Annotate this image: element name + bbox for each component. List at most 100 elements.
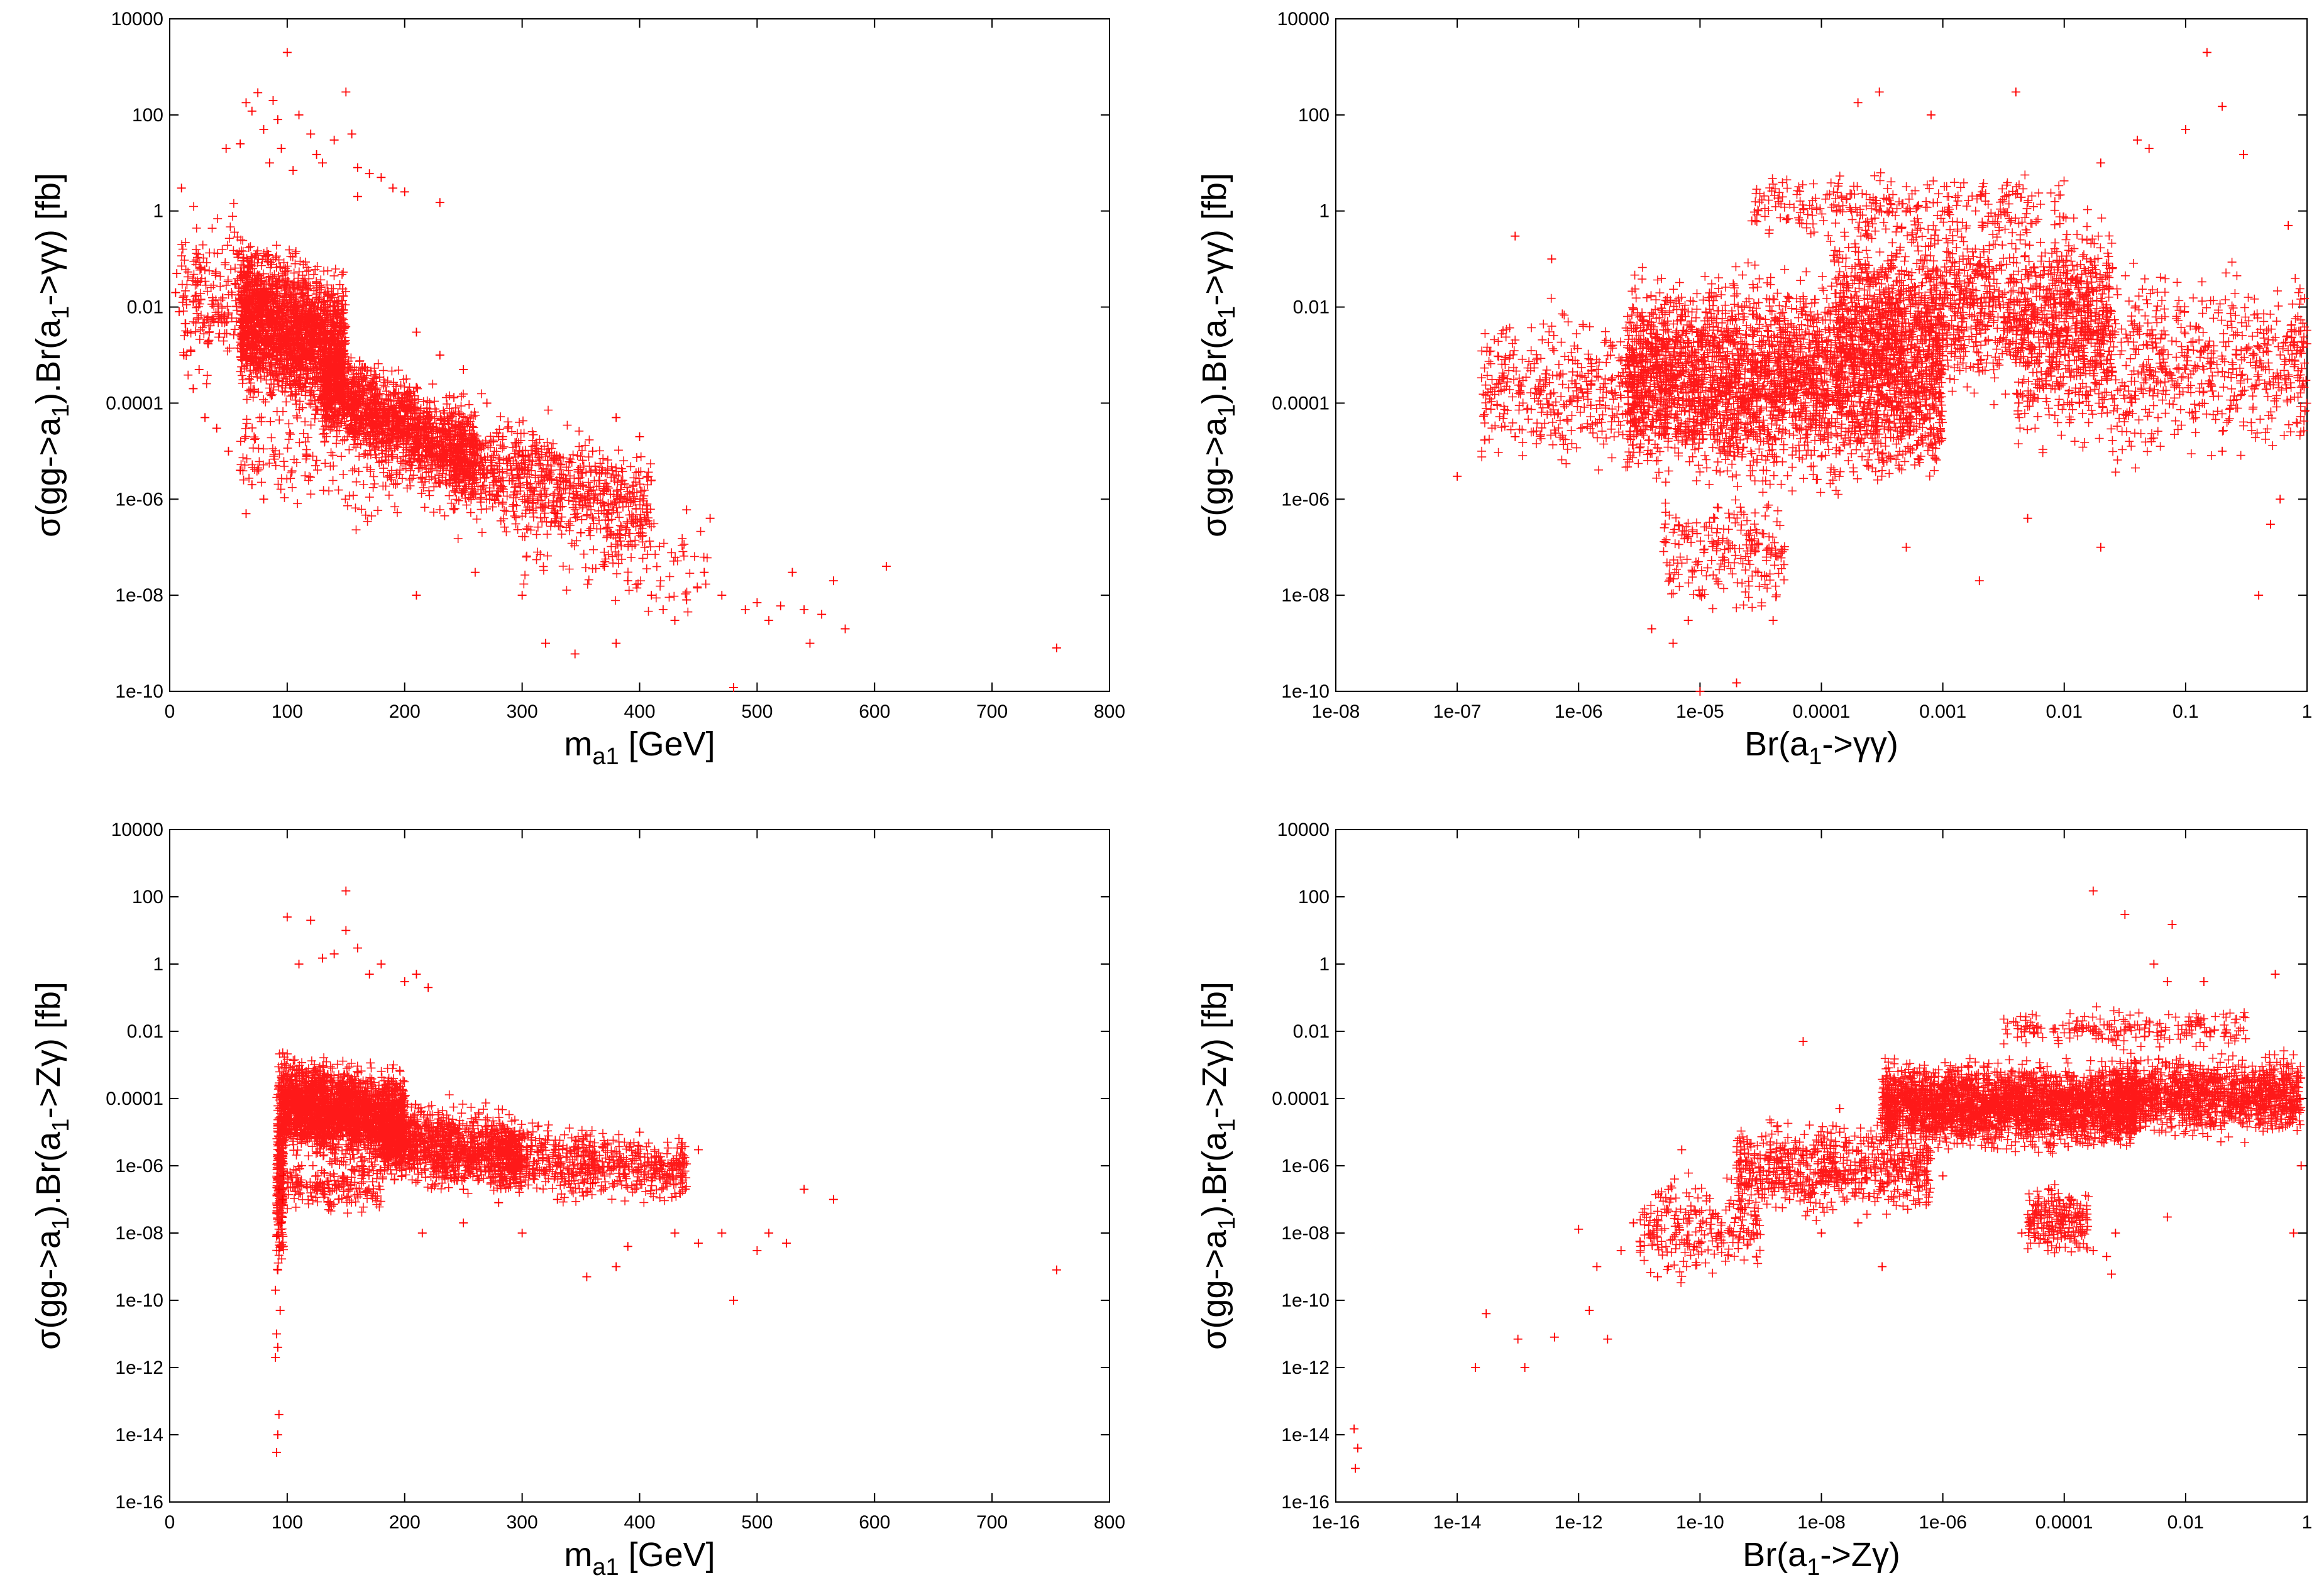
scatter-point	[2144, 144, 2154, 153]
x-tick-label: 0.1	[2173, 701, 2199, 722]
scatter-point	[494, 1198, 504, 1207]
scatter-point	[2088, 1246, 2098, 1255]
scatter-point	[612, 1262, 621, 1271]
scatter-point	[1926, 110, 1936, 119]
scatter-point	[412, 970, 421, 979]
scatter-point	[1714, 1229, 1723, 1237]
x-tick-label: 0.0001	[2035, 1512, 2093, 1533]
x-tick-label: 300	[507, 701, 538, 722]
scatter-point	[881, 562, 891, 571]
scatter-point	[329, 949, 339, 958]
y-tick-label: 100	[1298, 887, 1330, 907]
scatter-point	[1351, 1464, 1360, 1473]
scatter-point	[729, 683, 738, 692]
y-tick-label: 1e-10	[115, 681, 163, 702]
scatter-point	[1574, 1224, 1583, 1234]
scatter-point	[776, 601, 785, 611]
scatter-point	[272, 1447, 282, 1457]
scatter-point	[764, 616, 774, 625]
scatter-point	[273, 115, 282, 124]
scatter-point	[1835, 1104, 1844, 1114]
scatter-point	[347, 129, 356, 139]
y-tick-label: 0.01	[1293, 1021, 1330, 1042]
scatter-point	[2096, 158, 2105, 168]
scatter-cloud	[272, 1048, 691, 1274]
scatter-point	[247, 106, 256, 116]
scatter-point	[829, 1195, 838, 1204]
y-tick-label: 0.0001	[1272, 393, 1330, 414]
scatter-point	[693, 1145, 703, 1154]
scatter-point	[829, 576, 838, 586]
scatter-point	[2218, 102, 2227, 111]
scatter-point	[277, 1218, 286, 1227]
y-tick-label: 0.0001	[106, 1088, 163, 1109]
x-tick-label: 1e-07	[1433, 701, 1482, 722]
x-tick-label: 0.0001	[1793, 701, 1851, 722]
y-tick-label: 1e-10	[115, 1290, 163, 1311]
scatter-point	[459, 1185, 468, 1194]
scatter-point	[623, 576, 632, 586]
scatter-point	[1616, 1246, 1626, 1255]
scatter-point	[1511, 432, 1520, 441]
y-tick-label: 10000	[1277, 9, 1330, 30]
x-tick-label: 0.01	[2167, 1512, 2204, 1533]
scatter-cloud	[1477, 168, 2311, 613]
scatter-point	[1695, 591, 1705, 600]
scatter-point	[417, 1229, 427, 1237]
scatter-point	[1683, 616, 1693, 625]
scatter-point	[658, 1161, 668, 1170]
scatter-point	[2296, 1161, 2306, 1170]
panel-sigma-zy-vs-br: 1e-16 1e-14 1e-12 1e-10 1e-08 1e-06 0.0001 0.01…	[1196, 820, 2312, 1581]
scatter-point	[1902, 542, 1911, 552]
scatter-point	[1511, 231, 1520, 241]
x-tick-label: 1e-08	[1797, 1512, 1846, 1533]
scatter-point	[183, 327, 192, 337]
scatter-point	[2218, 446, 2227, 456]
scatter-point	[353, 943, 362, 953]
scatter-point	[1875, 87, 1884, 97]
scatter-point	[1974, 576, 1984, 586]
scatter-point	[2088, 886, 2098, 896]
scatter-point	[459, 1218, 468, 1227]
x-tick-label: 800	[1094, 1512, 1125, 1533]
x-tick-label: 1e-05	[1676, 701, 1724, 722]
scatter-point	[635, 1127, 644, 1137]
scatter-point	[1853, 1218, 1863, 1227]
scatter-point	[353, 192, 362, 201]
scatter-point	[2106, 1269, 2116, 1279]
scatter-point	[2254, 591, 2264, 600]
scatter-point	[282, 913, 292, 922]
scatter-point	[2181, 124, 2190, 134]
scatter-point	[635, 432, 644, 441]
y-tick-label: 1e-14	[1281, 1425, 1330, 1445]
scatter-point	[341, 926, 351, 935]
scatter-point	[2162, 977, 2172, 986]
x-tick-label: 700	[976, 1512, 1008, 1533]
scatter-point	[682, 595, 691, 605]
scatter-point	[1878, 1262, 1887, 1271]
scatter-point	[752, 598, 762, 607]
scatter-point	[1737, 1205, 1747, 1214]
scatter-point	[400, 187, 409, 197]
x-tick-label: 1e-14	[1433, 1512, 1482, 1533]
y-tick-label: 1e-08	[115, 585, 163, 606]
y-tick-label: 10000	[111, 820, 163, 840]
scatter-point	[273, 1265, 282, 1275]
y-tick-label: 1e-10	[1281, 681, 1330, 702]
scatter-point	[658, 605, 668, 615]
scatter-point	[312, 150, 321, 159]
y-tick-label: 10000	[1277, 820, 1330, 840]
scatter-point	[274, 1246, 284, 1255]
scatter-point	[272, 1232, 282, 1241]
x-tick-label: 200	[389, 1512, 421, 1533]
scatter-point	[647, 591, 656, 600]
x-tick-label: 200	[389, 701, 421, 722]
scatter-point	[2284, 221, 2293, 230]
scatter-point	[1677, 1145, 1687, 1154]
x-tick-label: 500	[741, 701, 773, 722]
y-tick-label: 1e-10	[1281, 1290, 1330, 1311]
scatter-point	[236, 466, 245, 475]
x-tick-label: 1e-10	[1676, 1512, 1724, 1533]
scatter-point	[265, 158, 274, 168]
scatter-point	[1647, 624, 1656, 633]
